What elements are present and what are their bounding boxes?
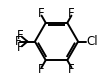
Text: F: F [68,7,74,20]
Text: F: F [15,35,21,48]
Text: F: F [17,41,23,54]
Text: Cl: Cl [86,35,98,48]
Text: F: F [68,63,74,76]
Text: F: F [38,7,44,20]
Text: F: F [38,63,44,76]
Text: F: F [17,29,23,42]
